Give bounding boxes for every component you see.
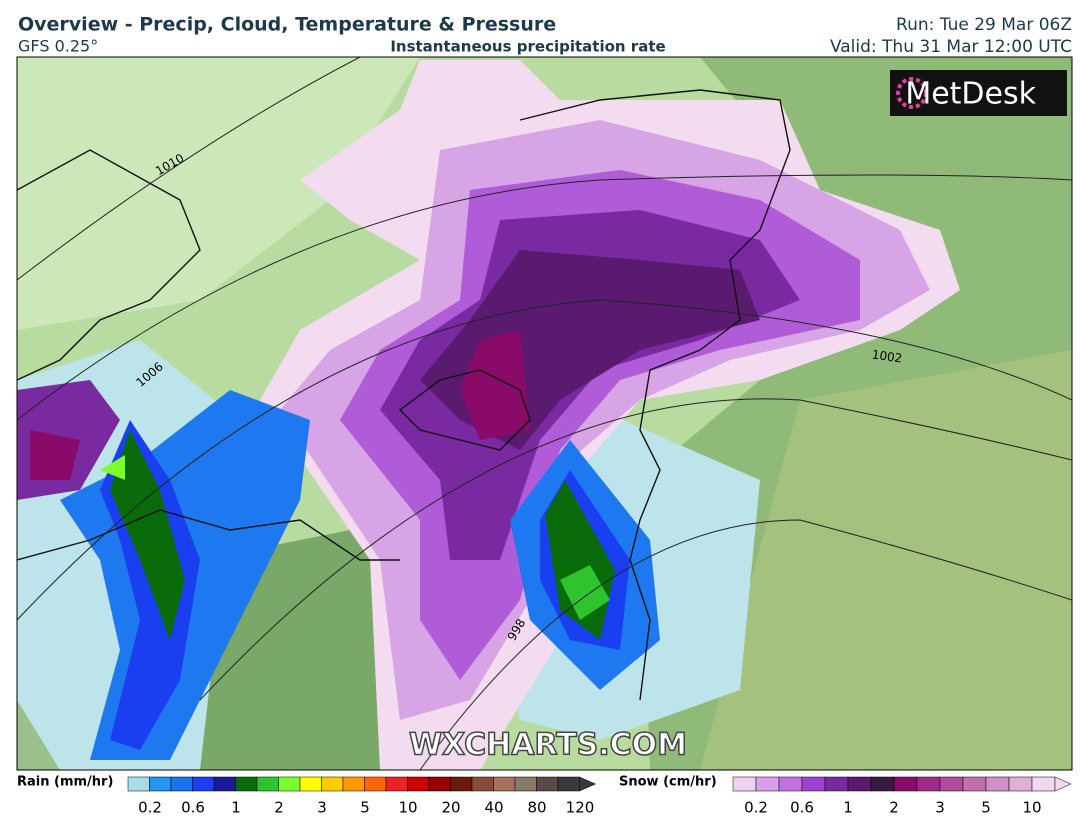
logo-box <box>890 70 1067 116</box>
isobar-label: 1002 <box>871 347 903 365</box>
legend-tick-label: 5 <box>360 799 370 817</box>
legend-tick-label: 10 <box>398 799 417 817</box>
map: MetDesk WXCHARTS.COM <box>17 57 1072 770</box>
legend-swatch <box>235 776 258 792</box>
legend-swatch <box>870 776 895 792</box>
legend-swatch <box>893 776 918 792</box>
legend-arrow <box>579 776 597 792</box>
legend-tick-label: 3 <box>317 799 327 817</box>
legend-swatch <box>428 776 451 792</box>
legend-swatch <box>192 776 215 792</box>
legend-swatch <box>407 776 430 792</box>
legend-swatch <box>342 776 365 792</box>
legend-tick-label: 0.2 <box>138 799 162 817</box>
legend-swatch <box>939 776 964 792</box>
legend-swatch <box>778 776 803 792</box>
legend-tick-label: 1 <box>843 799 853 817</box>
legend-swatch <box>299 776 322 792</box>
legend-swatch <box>450 776 473 792</box>
watermark: WXCHARTS.COM <box>409 728 687 763</box>
legend-swatch <box>149 776 172 792</box>
legend-swatch <box>985 776 1010 792</box>
legend-arrow <box>1054 776 1072 792</box>
legend-swatch <box>962 776 987 792</box>
legend-tick-label: 0.6 <box>181 799 205 817</box>
legend-swatch <box>321 776 344 792</box>
legend-tick-label: 2 <box>274 799 284 817</box>
legend-swatch <box>1031 776 1056 792</box>
legend-tick-label: 20 <box>441 799 460 817</box>
legend-tick-label: 5 <box>981 799 991 817</box>
legend-tick-label: 120 <box>566 799 595 817</box>
legend-tick-label: 10 <box>1022 799 1041 817</box>
legend-swatch <box>256 776 279 792</box>
legend-swatch <box>170 776 193 792</box>
legend-swatch <box>916 776 941 792</box>
legend-swatch <box>557 776 580 792</box>
legend-tick-label: 40 <box>484 799 503 817</box>
legend-swatch <box>536 776 559 792</box>
legend-swatch <box>824 776 849 792</box>
legend-tick-label: 80 <box>527 799 546 817</box>
legend-tick-label: 3 <box>935 799 945 817</box>
legend-swatch <box>732 776 757 792</box>
legend-tick-label: 0.2 <box>744 799 768 817</box>
legend-swatch <box>385 776 408 792</box>
legend-tick-label: 2 <box>889 799 899 817</box>
field: Instantaneous precipitation rate <box>390 38 665 56</box>
rain-legend-title: Rain (mm/hr) <box>17 775 113 790</box>
legend-swatch <box>801 776 826 792</box>
legend-swatch <box>364 776 387 792</box>
legend-swatch <box>493 776 516 792</box>
valid: Valid: Thu 31 Mar 12:00 UTC <box>830 37 1072 57</box>
legend-swatch <box>471 776 494 792</box>
logo: MetDesk <box>905 77 1036 112</box>
legend-swatch <box>755 776 780 792</box>
legend-swatch <box>127 776 150 792</box>
title: Overview - Precip, Cloud, Temperature & … <box>18 14 556 36</box>
legend-swatch <box>1008 776 1033 792</box>
legend-swatch <box>847 776 872 792</box>
snow-legend-title: Snow (cm/hr) <box>619 775 717 790</box>
legend-tick-label: 1 <box>231 799 241 817</box>
legend-swatch <box>514 776 537 792</box>
legend-swatch <box>278 776 301 792</box>
legend-tick-label: 0.6 <box>790 799 814 817</box>
model: GFS 0.25° <box>18 37 98 56</box>
run: Run: Tue 29 Mar 06Z <box>896 15 1072 35</box>
legend-swatch <box>213 776 236 792</box>
